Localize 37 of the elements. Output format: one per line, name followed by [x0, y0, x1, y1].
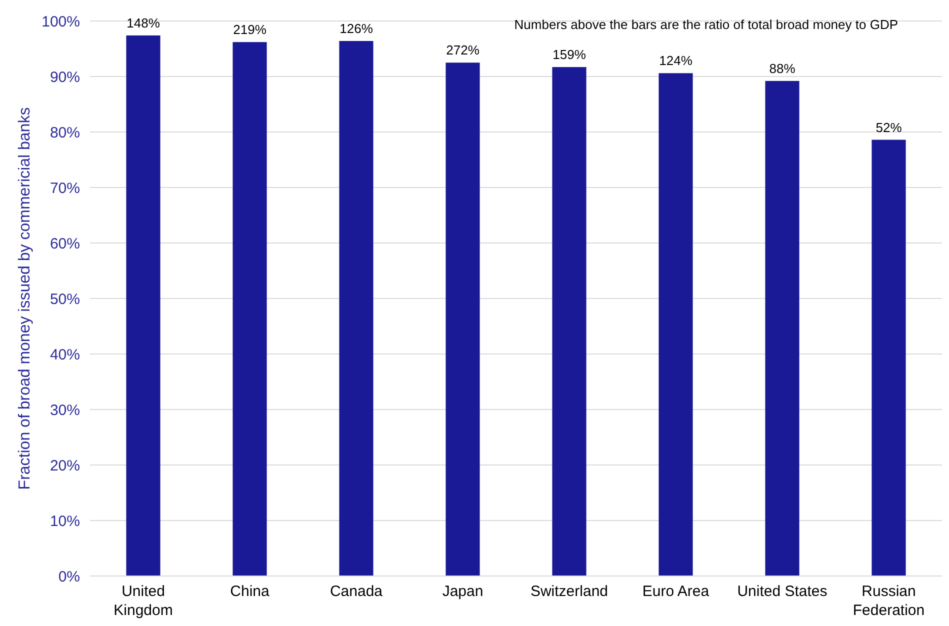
- x-tick-label: Euro Area: [642, 583, 710, 600]
- annotation: 159%: [552, 47, 586, 62]
- annotation: 88%: [769, 60, 796, 76]
- bar: [126, 35, 160, 576]
- x-tick-label: Switzerland: [530, 583, 608, 600]
- annotation: 52%: [876, 120, 902, 135]
- y-tick-label: 30%: [50, 402, 80, 419]
- y-tick-label: 20%: [50, 457, 80, 474]
- annotation: Numbers above the bars are the ratio of total broad money to GDP: [514, 17, 898, 32]
- y-tick-label: 10%: [50, 512, 80, 530]
- y-tick-label: 100%: [42, 13, 80, 30]
- bar: [552, 67, 586, 576]
- x-tick-label: Japan: [442, 583, 484, 600]
- x-tick-label: United Kingdom: [114, 583, 173, 619]
- x-tick-label: Canada: [330, 583, 384, 600]
- bar: [446, 62, 480, 576]
- x-tick-label: United States: [737, 583, 828, 600]
- annotation: 124%: [659, 53, 693, 68]
- y-tick-label: 80%: [50, 124, 80, 142]
- x-tick-label: China: [230, 583, 270, 600]
- x-tick-label: Russian Federation: [852, 583, 925, 619]
- y-tick-label: 70%: [50, 180, 80, 197]
- y-tick-label: 60%: [50, 235, 80, 252]
- bar: [765, 80, 800, 576]
- bar: [232, 42, 267, 576]
- bar: [658, 73, 693, 576]
- annotation: 126%: [340, 20, 374, 36]
- bar: [339, 40, 374, 576]
- annotation: 148%: [126, 15, 160, 30]
- y-tick-label: 40%: [50, 346, 80, 364]
- y-tick-label: 0%: [58, 568, 80, 586]
- bar: [872, 140, 906, 576]
- annotation: 219%: [233, 22, 267, 38]
- y-tick-label: 90%: [50, 68, 80, 86]
- annotation: 272%: [446, 42, 480, 58]
- y-tick-label: 50%: [50, 290, 80, 308]
- y-axis-title: Fraction of broad money issued by commericial banks: [16, 107, 34, 490]
